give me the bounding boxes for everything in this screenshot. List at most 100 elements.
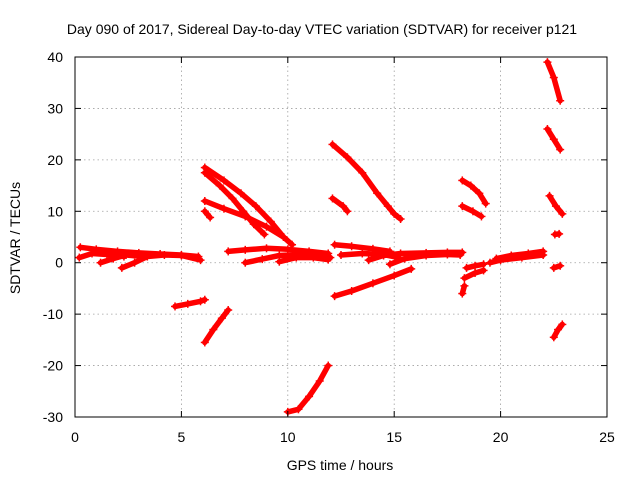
data-segment (385, 250, 465, 269)
data-segment (550, 229, 564, 239)
data-point (343, 207, 352, 216)
data-point (315, 377, 324, 385)
data-point (379, 251, 388, 260)
data-segment (460, 266, 488, 283)
data-point (171, 302, 180, 311)
data-point (458, 289, 467, 298)
chart-title: Day 090 of 2017, Sidereal Day-to-day VTE… (67, 21, 577, 37)
data-point (551, 202, 560, 211)
data-point (122, 251, 131, 259)
data-point (260, 230, 269, 239)
data-point (177, 251, 186, 260)
data-point (549, 135, 558, 144)
data-point (477, 212, 486, 221)
data-trace (276, 254, 331, 265)
data-point (358, 249, 367, 258)
data-point (200, 197, 209, 205)
data-point (543, 58, 552, 67)
x-axis-label: GPS time / hours (287, 457, 394, 473)
data-point (228, 194, 237, 203)
data-trace (331, 241, 393, 255)
data-point (209, 325, 218, 334)
data-segment (549, 261, 565, 272)
data-trace (97, 252, 146, 266)
data-point (130, 258, 139, 267)
data-point (224, 247, 233, 256)
x-tick-label: 0 (71, 429, 79, 445)
data-point (241, 212, 250, 221)
data-point (196, 297, 205, 306)
data-point (219, 176, 228, 185)
data-trace (329, 195, 351, 215)
y-tick-label: 40 (47, 49, 63, 65)
data-point (555, 229, 564, 238)
y-tick-label: 0 (55, 255, 63, 271)
data-point (219, 204, 228, 213)
data-point (462, 263, 471, 272)
data-point (75, 253, 84, 262)
data-point (460, 281, 469, 290)
data-point (556, 145, 565, 154)
data-point (400, 254, 409, 263)
data-point (109, 254, 118, 263)
data-point (507, 251, 516, 260)
data-point (200, 207, 209, 216)
data-point (88, 249, 97, 258)
data-point (481, 199, 490, 208)
data-point (236, 189, 245, 198)
data-trace (285, 362, 331, 415)
data-point (471, 269, 480, 277)
data-point (262, 244, 271, 253)
data-point (102, 250, 111, 259)
data-segment (458, 202, 486, 221)
data-segment (492, 247, 548, 263)
data-point (200, 168, 209, 177)
data-trace (202, 208, 213, 221)
data-segment (458, 281, 469, 298)
data-point (556, 96, 565, 105)
data-point (558, 209, 567, 218)
data-point (549, 333, 558, 342)
data-point (475, 189, 484, 198)
data-point (390, 271, 399, 280)
data-trace (202, 307, 231, 346)
data-point (217, 314, 226, 323)
data-point (443, 250, 452, 259)
data-series (75, 58, 567, 416)
data-point (200, 338, 209, 347)
x-tick-label: 15 (386, 429, 402, 445)
data-segment (328, 140, 405, 223)
data-segment (543, 58, 565, 105)
data-point (324, 361, 333, 370)
data-point (422, 251, 431, 260)
data-point (224, 306, 233, 315)
data-segment (200, 197, 288, 241)
data-point (206, 213, 215, 222)
data-point (200, 295, 209, 304)
data-point (396, 249, 405, 258)
data-trace (459, 177, 489, 207)
data-segment (458, 176, 490, 208)
data-point (471, 261, 480, 270)
data-point (330, 240, 339, 249)
data-point (373, 189, 382, 198)
data-point (251, 202, 260, 211)
data-point (337, 251, 345, 259)
axes (74, 56, 608, 418)
data-segment (275, 253, 333, 266)
data-segment (117, 251, 205, 272)
y-tick-label: 10 (47, 203, 63, 219)
data-point (385, 260, 394, 269)
y-tick-label: -20 (43, 358, 63, 374)
data-point (283, 245, 292, 254)
data-point (76, 243, 85, 252)
x-tick-label: 5 (178, 429, 186, 445)
data-point (262, 222, 271, 231)
data-point (458, 176, 467, 185)
data-point (324, 255, 333, 264)
data-point (294, 405, 303, 414)
data-point (549, 263, 558, 272)
x-tick-label: 20 (493, 429, 509, 445)
grid (75, 57, 607, 417)
data-segment (200, 306, 233, 347)
